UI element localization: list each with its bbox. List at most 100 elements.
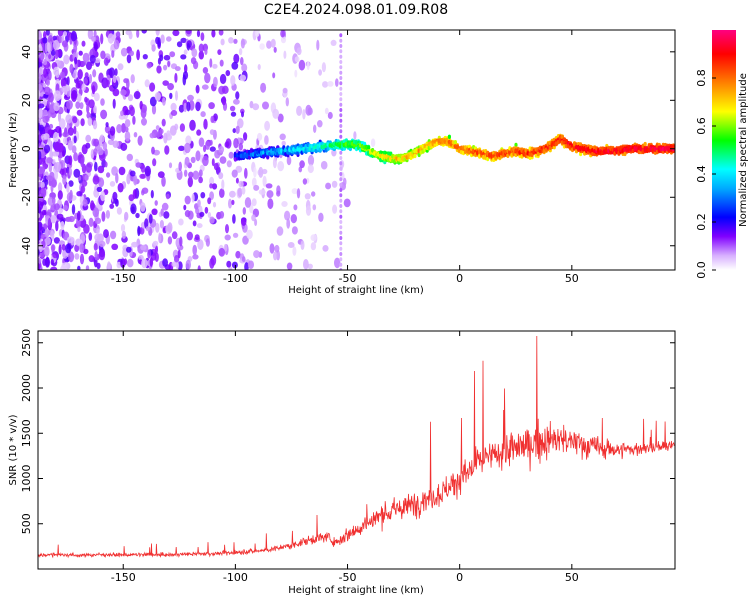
heatmap-cell — [413, 153, 417, 159]
heatmap-cell — [60, 265, 67, 270]
heatmap-cell — [48, 162, 53, 173]
heatmap-cell — [240, 38, 245, 49]
heatmap-cell — [58, 118, 66, 130]
heatmap-cell — [203, 145, 207, 153]
heatmap-cell — [77, 69, 83, 80]
heatmap-cell — [149, 132, 155, 139]
heatmap-cell — [228, 151, 234, 159]
heatmap-cell — [86, 103, 90, 114]
heatmap-cell — [38, 89, 41, 100]
heatmap-cell — [55, 126, 62, 134]
heatmap-cell — [235, 91, 240, 100]
heatmap-cell — [260, 82, 267, 93]
heatmap-cell — [98, 240, 106, 248]
tick-label: -50 — [339, 571, 357, 584]
tick-label: 1500 — [20, 419, 33, 447]
heatmap-cell — [100, 191, 106, 202]
heatmap-cell — [93, 138, 100, 147]
heatmap-cell — [98, 249, 106, 261]
heatmap-cell — [196, 223, 203, 229]
tick-label: 2500 — [20, 329, 33, 357]
heatmap-cell — [230, 75, 236, 86]
heatmap-cell — [276, 190, 281, 197]
heatmap-cell — [38, 159, 41, 169]
heatmap-cell — [91, 35, 97, 42]
heatmap-cell — [109, 203, 115, 209]
top-x-axis-label: Height of straight line (km) — [288, 285, 424, 296]
heatmap-cell — [339, 38, 343, 43]
heatmap-cell — [339, 188, 343, 192]
heatmap-cell — [183, 102, 187, 113]
tick-label: -20 — [20, 188, 33, 206]
heatmap-cell — [232, 128, 237, 134]
heatmap-cell — [140, 108, 147, 119]
heatmap-cell — [266, 40, 272, 49]
colorbar-gradient — [712, 30, 736, 270]
heatmap-cell — [152, 240, 159, 246]
heatmap-cell — [116, 261, 122, 269]
heatmap-cell — [339, 33, 343, 38]
heatmap-cell — [176, 41, 183, 48]
snr-plot-area — [38, 331, 675, 569]
heatmap-cell — [156, 65, 162, 74]
snr-series-line — [38, 335, 675, 559]
heatmap-cell — [195, 101, 201, 112]
heatmap-cell — [208, 102, 215, 110]
tick-label: 0.4 — [695, 165, 708, 183]
heatmap-cell — [262, 101, 269, 110]
heatmap-cell — [192, 220, 197, 227]
heatmap-cell — [133, 132, 138, 138]
heatmap-cell — [279, 133, 286, 141]
heatmap-cell — [161, 202, 169, 211]
heatmap-cell — [339, 172, 343, 176]
heatmap-cell — [73, 168, 81, 178]
heatmap-cell — [235, 250, 241, 259]
heatmap-cell — [190, 57, 197, 65]
heatmap-cell — [83, 77, 89, 85]
heatmap-cell — [318, 69, 322, 76]
heatmap-cell — [167, 222, 173, 234]
heatmap-cell — [116, 207, 122, 215]
heatmap-cell — [223, 243, 228, 252]
top-y-ticks: -40 -20 0 20 40 — [20, 45, 675, 255]
heatmap-ridge — [233, 133, 675, 165]
heatmap-cell — [233, 38, 238, 44]
heatmap-cell — [312, 204, 317, 211]
heatmap-cell — [94, 233, 101, 241]
heatmap-cell — [41, 240, 46, 249]
heatmap-cell — [126, 173, 131, 185]
tick-label: 0.8 — [695, 69, 708, 87]
tick-label: 0.6 — [695, 117, 708, 135]
heatmap-cell — [81, 40, 86, 47]
heatmap-cell — [69, 63, 74, 74]
tick-label: -100 — [223, 272, 248, 285]
heatmap-cell — [129, 170, 136, 177]
heatmap-cell — [57, 190, 63, 200]
heatmap-cell — [339, 108, 343, 112]
heatmap-cell — [224, 234, 231, 241]
heatmap-cell — [88, 99, 95, 109]
heatmap-cell — [38, 124, 45, 132]
heatmap-cell — [225, 224, 229, 234]
heatmap-cell — [77, 226, 81, 233]
heatmap-cell — [100, 109, 108, 120]
heatmap-cell — [146, 62, 152, 69]
heatmap-cell — [69, 167, 73, 177]
heatmap-cell — [339, 129, 343, 134]
heatmap-cell — [165, 193, 170, 200]
heatmap-cell — [205, 140, 210, 150]
heatmap-cell — [211, 30, 216, 38]
colorbar: 0.0 0.2 0.4 0.6 0.8 Normalized spectral ampl… — [695, 30, 749, 279]
heatmap-cell — [343, 198, 351, 208]
heatmap-cell — [138, 254, 144, 261]
heatmap-cell — [59, 167, 65, 175]
heatmap-cell — [294, 69, 298, 78]
heatmap-cell — [100, 50, 106, 60]
heatmap-cell — [162, 80, 169, 86]
heatmap-cell — [80, 185, 86, 194]
heatmap-cell — [231, 61, 239, 70]
heatmap-cell — [257, 132, 263, 141]
heatmap-cell — [339, 177, 343, 182]
heatmap-cell — [251, 198, 257, 207]
heatmap-cell — [40, 151, 46, 159]
